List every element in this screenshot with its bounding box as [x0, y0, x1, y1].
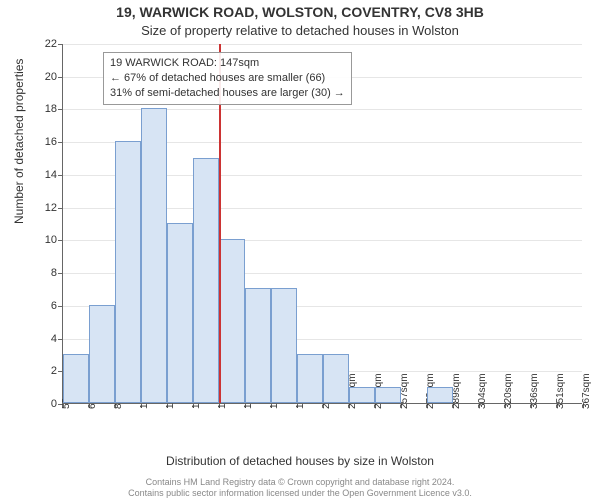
y-tick-label: 18	[45, 103, 57, 115]
histogram-bar	[141, 108, 167, 403]
y-tick-label: 20	[45, 71, 57, 83]
y-tick-mark	[58, 142, 63, 143]
y-tick-mark	[58, 240, 63, 241]
histogram-bar	[375, 387, 401, 403]
y-tick-mark	[58, 77, 63, 78]
histogram-bar	[349, 387, 375, 403]
histogram-bar	[297, 354, 323, 403]
histogram-bar	[245, 288, 271, 403]
y-tick-label: 16	[45, 136, 57, 148]
plot-area: 024681012141618202253sqm69sqm84sqm100sqm…	[62, 44, 582, 404]
page-subtitle: Size of property relative to detached ho…	[0, 21, 600, 38]
histogram-bar	[115, 141, 141, 403]
x-tick-label: 336sqm	[529, 373, 540, 409]
y-tick-label: 2	[51, 365, 57, 377]
x-tick-label: 304sqm	[477, 373, 488, 409]
footer: Contains HM Land Registry data © Crown c…	[0, 477, 600, 498]
y-tick-label: 22	[45, 38, 57, 50]
annotation-line: 19 WARWICK ROAD: 147sqm	[110, 56, 345, 71]
y-tick-label: 10	[45, 234, 57, 246]
x-axis-label: Distribution of detached houses by size …	[0, 454, 600, 468]
histogram-bar	[219, 239, 245, 403]
y-tick-mark	[58, 306, 63, 307]
page-title: 19, WARWICK ROAD, WOLSTON, COVENTRY, CV8…	[0, 0, 600, 21]
annotation-line: 31% of semi-detached houses are larger (…	[110, 86, 345, 101]
y-tick-mark	[58, 273, 63, 274]
x-tick-label: 320sqm	[503, 373, 514, 409]
gridline	[63, 44, 582, 45]
histogram-bar	[167, 223, 193, 403]
y-tick-label: 12	[45, 202, 57, 214]
x-tick-label: 367sqm	[581, 373, 592, 409]
plot-inner: 024681012141618202253sqm69sqm84sqm100sqm…	[62, 44, 582, 404]
y-tick-label: 14	[45, 169, 57, 181]
y-tick-label: 4	[51, 333, 57, 345]
y-tick-mark	[58, 109, 63, 110]
y-tick-mark	[58, 175, 63, 176]
y-tick-label: 8	[51, 267, 57, 279]
y-axis-label: Number of detached properties	[12, 59, 26, 224]
annotation-line: ← 67% of detached houses are smaller (66…	[110, 71, 345, 86]
histogram-bar	[323, 354, 349, 403]
annotation-box: 19 WARWICK ROAD: 147sqm← 67% of detached…	[103, 52, 352, 105]
histogram-bar	[193, 158, 219, 403]
x-tick-label: 351sqm	[555, 373, 566, 409]
histogram-bar	[271, 288, 297, 403]
y-tick-mark	[58, 339, 63, 340]
y-tick-label: 0	[51, 398, 57, 410]
footer-line-1: Contains HM Land Registry data © Crown c…	[0, 477, 600, 487]
histogram-bar	[427, 387, 453, 403]
footer-line-2: Contains public sector information licen…	[0, 488, 600, 498]
y-tick-mark	[58, 208, 63, 209]
histogram-bar	[63, 354, 89, 403]
y-tick-mark	[58, 44, 63, 45]
histogram-bar	[89, 305, 115, 403]
chart-container: 19, WARWICK ROAD, WOLSTON, COVENTRY, CV8…	[0, 0, 600, 500]
y-tick-label: 6	[51, 300, 57, 312]
